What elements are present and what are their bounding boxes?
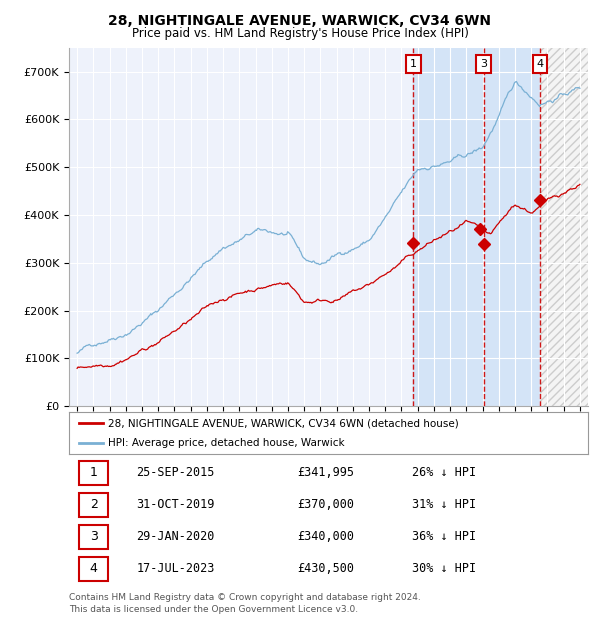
Text: £340,000: £340,000	[298, 531, 355, 543]
Text: 4: 4	[90, 562, 98, 575]
FancyBboxPatch shape	[79, 525, 108, 549]
Text: 2: 2	[90, 498, 98, 511]
Text: 1: 1	[90, 466, 98, 479]
FancyBboxPatch shape	[79, 461, 108, 485]
Text: £341,995: £341,995	[298, 466, 355, 479]
Bar	[413, 48, 540, 406]
Text: 3: 3	[481, 59, 487, 69]
Text: 31% ↓ HPI: 31% ↓ HPI	[412, 498, 476, 511]
Text: 3: 3	[90, 531, 98, 543]
Text: Contains HM Land Registry data © Crown copyright and database right 2024.: Contains HM Land Registry data © Crown c…	[69, 593, 421, 603]
Text: 36% ↓ HPI: 36% ↓ HPI	[412, 531, 476, 543]
Text: This data is licensed under the Open Government Licence v3.0.: This data is licensed under the Open Gov…	[69, 604, 358, 614]
FancyBboxPatch shape	[79, 493, 108, 517]
FancyBboxPatch shape	[79, 557, 108, 581]
Text: £430,500: £430,500	[298, 562, 355, 575]
Text: 26% ↓ HPI: 26% ↓ HPI	[412, 466, 476, 479]
Bar	[540, 48, 588, 406]
Bar	[540, 48, 588, 406]
Text: HPI: Average price, detached house, Warwick: HPI: Average price, detached house, Warw…	[108, 438, 344, 448]
Text: 30% ↓ HPI: 30% ↓ HPI	[412, 562, 476, 575]
Text: 4: 4	[536, 59, 544, 69]
Text: 29-JAN-2020: 29-JAN-2020	[136, 531, 215, 543]
Text: 1: 1	[410, 59, 417, 69]
Text: Price paid vs. HM Land Registry's House Price Index (HPI): Price paid vs. HM Land Registry's House …	[131, 27, 469, 40]
Text: 17-JUL-2023: 17-JUL-2023	[136, 562, 215, 575]
Text: £370,000: £370,000	[298, 498, 355, 511]
Text: 25-SEP-2015: 25-SEP-2015	[136, 466, 215, 479]
Text: 28, NIGHTINGALE AVENUE, WARWICK, CV34 6WN: 28, NIGHTINGALE AVENUE, WARWICK, CV34 6W…	[109, 14, 491, 28]
Text: 31-OCT-2019: 31-OCT-2019	[136, 498, 215, 511]
Text: 28, NIGHTINGALE AVENUE, WARWICK, CV34 6WN (detached house): 28, NIGHTINGALE AVENUE, WARWICK, CV34 6W…	[108, 418, 458, 428]
